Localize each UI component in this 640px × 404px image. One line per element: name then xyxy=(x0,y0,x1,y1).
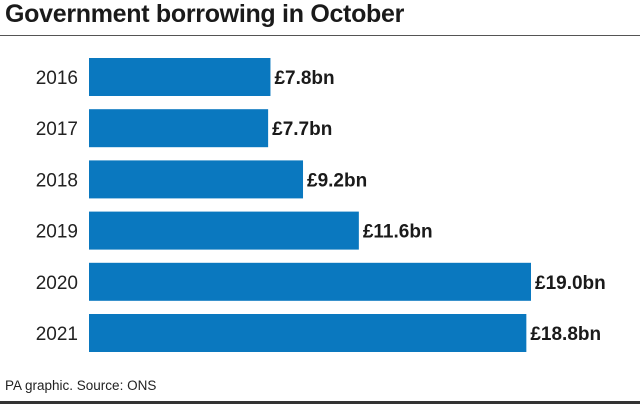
value-label-2019: £11.6bn xyxy=(363,222,433,243)
bar-2019 xyxy=(89,211,359,250)
source-footer: PA graphic. Source: ONS xyxy=(5,378,157,393)
bar-2017 xyxy=(89,109,269,148)
bottom-rule xyxy=(0,401,640,404)
category-label-2018: 2018 xyxy=(36,170,78,191)
category-label-2020: 2020 xyxy=(36,273,78,294)
category-label-2017: 2017 xyxy=(36,119,78,140)
value-label-2017: £7.7bn xyxy=(272,119,332,140)
bar-2020 xyxy=(89,262,531,301)
value-label-2016: £7.8bn xyxy=(274,68,334,89)
bar-2021 xyxy=(89,314,527,352)
value-label-2020: £19.0bn xyxy=(535,273,606,294)
category-label-2019: 2019 xyxy=(36,222,78,243)
category-label-2021: 2021 xyxy=(36,324,78,345)
value-label-2021: £18.8bn xyxy=(530,324,601,345)
title-divider xyxy=(0,35,640,36)
bar-2018 xyxy=(89,160,304,199)
chart-title: Government borrowing in October xyxy=(5,0,405,28)
category-label-2016: 2016 xyxy=(36,68,78,89)
bar-2016 xyxy=(89,58,271,96)
value-label-2018: £9.2bn xyxy=(307,170,367,191)
